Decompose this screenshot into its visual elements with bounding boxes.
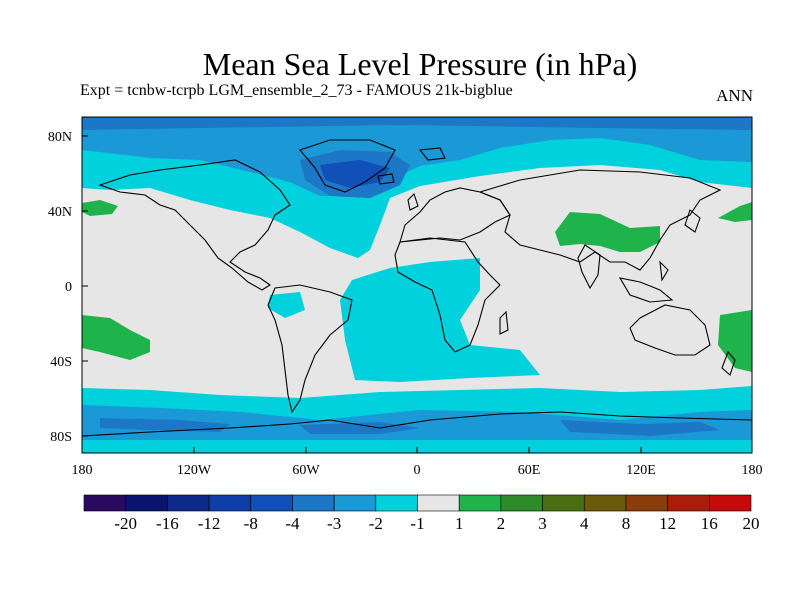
coast-greenland: [299, 139, 396, 193]
arctic-cap: [82, 117, 752, 130]
lon-tick-label: 120E: [626, 463, 656, 478]
colorbar-label: -16: [156, 514, 179, 533]
colorbar-swatch: [583, 494, 627, 512]
colorbar-swatch: [417, 494, 460, 512]
north-pacific-high-east: [718, 202, 752, 222]
lon-tick-label: 0: [414, 463, 421, 478]
arctic-band-lightblue: [82, 117, 752, 196]
colorbar-label: -3: [327, 514, 341, 533]
coast-australia: [629, 304, 711, 356]
colorbar: -20 -16 -12 -8 -4 -3 -2 -1 1 2 3 4 8 12 16 20: [83, 494, 760, 533]
colorbar-label: -1: [410, 514, 424, 533]
pressure-field: [82, 117, 752, 453]
colorbar-label: 4: [580, 514, 589, 533]
coastlines: [82, 139, 752, 437]
coast-antarctica: [82, 411, 752, 437]
east-pacific-cyan: [268, 292, 305, 318]
tropical-atlantic-cyan: [340, 258, 540, 382]
colorbar-swatch: [667, 494, 710, 512]
colorbar-swatch: [125, 494, 168, 512]
colorbar-swatch: [208, 494, 252, 512]
lon-tick-label: 60E: [518, 463, 541, 478]
coast-japan: [684, 209, 701, 233]
lon-tick-label: 60W: [292, 463, 320, 478]
coast-madagascar: [499, 310, 509, 335]
colorbar-label: -8: [244, 514, 258, 533]
colorbar-swatch: [375, 494, 418, 512]
lat-tick-label: 80S: [50, 430, 72, 445]
colorbar-label: -4: [285, 514, 300, 533]
south-pacific-high-west: [82, 315, 150, 360]
lon-tick-label: 120W: [177, 463, 212, 478]
colorbar-label: 1: [455, 514, 464, 533]
coast-se-asia: [618, 260, 674, 303]
colorbar-swatch: [167, 494, 210, 512]
colorbar-swatch: [83, 494, 126, 512]
colorbar-swatch: [542, 494, 585, 512]
colorbar-swatch: [500, 494, 543, 512]
north-atlantic-deep: [320, 160, 390, 188]
lon-tick-label: 180: [742, 463, 763, 478]
season-label: ANN: [716, 86, 753, 105]
southern-ocean-darker: [100, 418, 720, 436]
lat-tick-label: 40S: [50, 355, 72, 370]
colorbar-label: -20: [114, 514, 137, 533]
colorbar-label: 3: [538, 514, 547, 533]
coast-asia: [478, 169, 722, 271]
lat-tick-label: 80N: [48, 130, 72, 145]
colorbar-label: 16: [701, 514, 718, 533]
colorbar-swatch: [458, 494, 502, 512]
coast-svalbard: [418, 147, 446, 161]
experiment-subtitle: Expt = tcnbw-tcrpb LGM_ensemble_2_73 - F…: [80, 82, 513, 99]
colorbar-label: -12: [198, 514, 221, 533]
coast-new-zealand: [721, 350, 736, 376]
colorbar-label: 2: [497, 514, 506, 533]
colorbar-label: 12: [659, 514, 676, 533]
coast-uk: [407, 192, 419, 211]
longitude-axis: 180 120W 60W 0 60E 120E 180: [72, 447, 763, 478]
coast-india: [577, 244, 601, 290]
colorbar-swatch: [292, 494, 335, 512]
colorbar-swatch: [625, 494, 668, 512]
coast-africa: [394, 237, 501, 353]
colorbar-label: 20: [743, 514, 760, 533]
coast-north-america: [98, 159, 291, 291]
lat-tick-label: 0: [65, 280, 72, 295]
coast-iceland: [377, 173, 395, 185]
colorbar-label: 8: [622, 514, 631, 533]
colorbar-swatch: [250, 494, 293, 512]
coast-south-america: [267, 284, 353, 414]
tibet-high: [555, 212, 660, 252]
colorbar-swatch: [333, 494, 377, 512]
colorbar-label: -2: [369, 514, 383, 533]
north-pacific-high-west: [82, 200, 118, 216]
colorbar-swatch: [709, 494, 752, 512]
lon-tick-label: 180: [72, 463, 93, 478]
chart-title: Mean Sea Level Pressure (in hPa): [202, 46, 638, 82]
antarctic-rim: [82, 440, 752, 453]
lat-tick-label: 40N: [48, 205, 72, 220]
latitude-axis: 80N 40N 0 40S 80S: [48, 130, 88, 445]
